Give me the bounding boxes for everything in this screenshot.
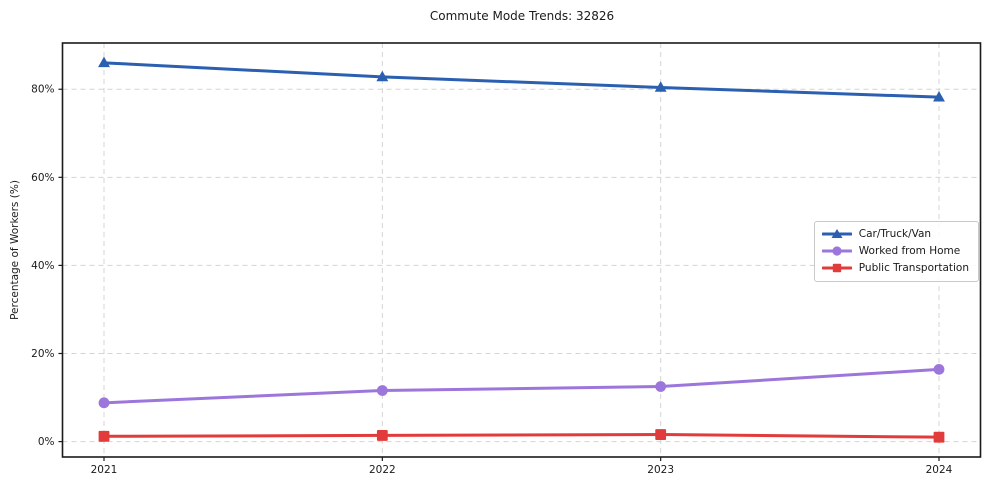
legend-item-car-truck-van: Car/Truck/Van [821,227,969,241]
y-tick-label: 60% [31,172,54,184]
y-tick-label: 0% [38,436,55,448]
circle-marker [98,397,110,409]
circle-marker [376,385,388,396]
series-line-public-transportation [102,433,941,439]
circle-marker [655,381,667,392]
x-tick-label: 2024 [926,464,953,476]
legend-item-worked-from-home: Worked from Home [821,244,969,258]
triangle-marker [376,70,389,82]
circle-marker [933,363,945,375]
x-tick-label: 2022 [369,464,396,476]
legend-label: Public Transportation [858,262,969,274]
legend-label: Car/Truck/Van [858,228,932,240]
axes-spines [61,42,982,458]
legend-square-marker-icon [821,263,852,273]
square-marker [655,429,667,440]
triangle-marker [933,90,945,102]
triangle-marker [98,56,110,68]
square-marker [933,431,945,443]
legend-label: Worked from Home [858,245,961,257]
x-tick-label: 2023 [647,464,674,476]
y-tick-label: 80% [31,84,54,96]
chart-title: Commute Mode Trends: 32826 [429,9,615,23]
y-tick-label: 20% [31,348,54,360]
square-marker [98,430,110,442]
y-tick-label: 40% [31,260,54,272]
triangle-marker [654,81,667,92]
legend-triangle-marker-icon [821,229,852,238]
x-tick-label: 2021 [91,464,118,476]
legend-circle-marker-icon [821,246,852,256]
series-line-worked-from-home [102,367,941,405]
chart-legend: Car/Truck/Van Worked from Home Public Tr… [813,221,979,282]
square-marker [376,430,388,441]
series-line-car-truck-van [102,61,941,99]
legend-item-public-transportation: Public Transportation [821,261,969,275]
